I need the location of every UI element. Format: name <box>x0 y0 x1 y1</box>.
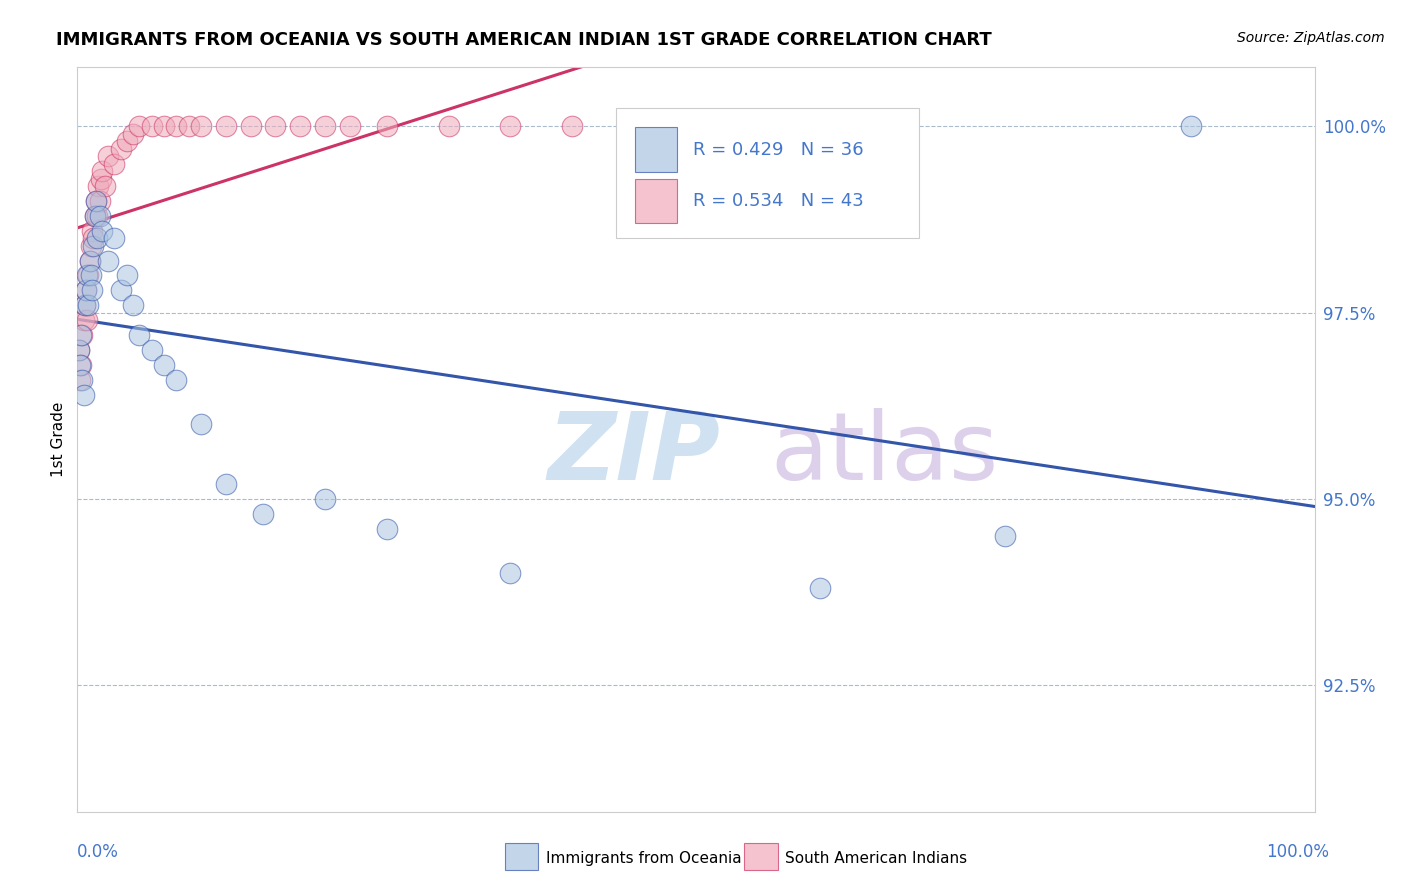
Point <box>67 343 90 357</box>
Text: Immigrants from Oceania: Immigrants from Oceania <box>546 852 741 866</box>
Point <box>77 268 100 283</box>
Point <box>110 142 132 156</box>
Point <box>77 298 100 312</box>
Point <box>86 231 108 245</box>
Text: 0.0%: 0.0% <box>77 843 120 861</box>
Point <box>69 358 91 372</box>
Point <box>70 358 93 372</box>
Point <box>314 491 336 506</box>
Point <box>165 120 187 134</box>
Point <box>73 298 96 312</box>
Point <box>314 120 336 134</box>
Point <box>76 313 98 327</box>
Point <box>90 171 112 186</box>
Point <box>128 328 150 343</box>
Text: ZIP: ZIP <box>547 409 720 500</box>
Text: R = 0.534   N = 43: R = 0.534 N = 43 <box>693 192 865 210</box>
Text: South American Indians: South American Indians <box>785 852 967 866</box>
Point <box>69 373 91 387</box>
Point <box>80 268 103 283</box>
Point <box>89 194 111 208</box>
Point <box>79 253 101 268</box>
Point <box>103 231 125 245</box>
Point <box>153 120 176 134</box>
Point <box>177 120 200 134</box>
Point <box>97 253 120 268</box>
Point <box>153 358 176 372</box>
Text: atlas: atlas <box>770 409 998 500</box>
Point <box>190 417 212 432</box>
Point <box>76 268 98 283</box>
Point <box>82 238 104 252</box>
Point <box>128 120 150 134</box>
Point <box>375 120 398 134</box>
Point <box>1180 120 1202 134</box>
Point <box>190 120 212 134</box>
Point <box>72 387 94 401</box>
Point <box>561 120 583 134</box>
Point <box>86 209 108 223</box>
FancyBboxPatch shape <box>616 108 918 238</box>
Point <box>215 477 238 491</box>
Point <box>215 120 238 134</box>
Point <box>115 268 138 283</box>
Point <box>84 194 107 208</box>
Point <box>994 529 1017 543</box>
Point <box>84 194 107 208</box>
Point <box>72 313 94 327</box>
Point <box>264 120 287 134</box>
Point <box>87 179 110 194</box>
Point <box>75 284 97 298</box>
Point <box>72 328 94 343</box>
Point <box>499 120 522 134</box>
Point <box>83 209 105 223</box>
Point <box>141 343 163 357</box>
Text: R = 0.429   N = 36: R = 0.429 N = 36 <box>693 141 865 159</box>
Point <box>83 209 105 223</box>
Point <box>103 157 125 171</box>
FancyBboxPatch shape <box>636 128 678 172</box>
Point <box>72 373 94 387</box>
Point <box>75 284 97 298</box>
Point <box>93 179 115 194</box>
Point <box>70 328 93 343</box>
Text: IMMIGRANTS FROM OCEANIA VS SOUTH AMERICAN INDIAN 1ST GRADE CORRELATION CHART: IMMIGRANTS FROM OCEANIA VS SOUTH AMERICA… <box>56 31 993 49</box>
Y-axis label: 1st Grade: 1st Grade <box>51 401 66 477</box>
Text: Source: ZipAtlas.com: Source: ZipAtlas.com <box>1237 31 1385 45</box>
Point <box>623 120 645 134</box>
Point <box>122 298 145 312</box>
Point <box>339 120 361 134</box>
Point <box>499 566 522 581</box>
Point <box>239 120 262 134</box>
Point <box>82 224 104 238</box>
Point <box>288 120 311 134</box>
Point <box>91 224 114 238</box>
Point <box>375 522 398 536</box>
Point <box>122 127 145 141</box>
Point <box>67 343 90 357</box>
Point <box>115 135 138 149</box>
Point <box>97 149 120 163</box>
Point <box>73 298 96 312</box>
Point <box>141 120 163 134</box>
Point <box>808 582 831 596</box>
Point <box>82 284 104 298</box>
Point <box>80 238 103 252</box>
Text: 100.0%: 100.0% <box>1265 843 1329 861</box>
Point <box>252 507 274 521</box>
Point <box>82 231 104 245</box>
Point <box>89 209 111 223</box>
FancyBboxPatch shape <box>636 178 678 223</box>
Point <box>79 253 101 268</box>
Point <box>91 164 114 178</box>
Point <box>165 373 187 387</box>
Point <box>437 120 460 134</box>
Point <box>110 284 132 298</box>
